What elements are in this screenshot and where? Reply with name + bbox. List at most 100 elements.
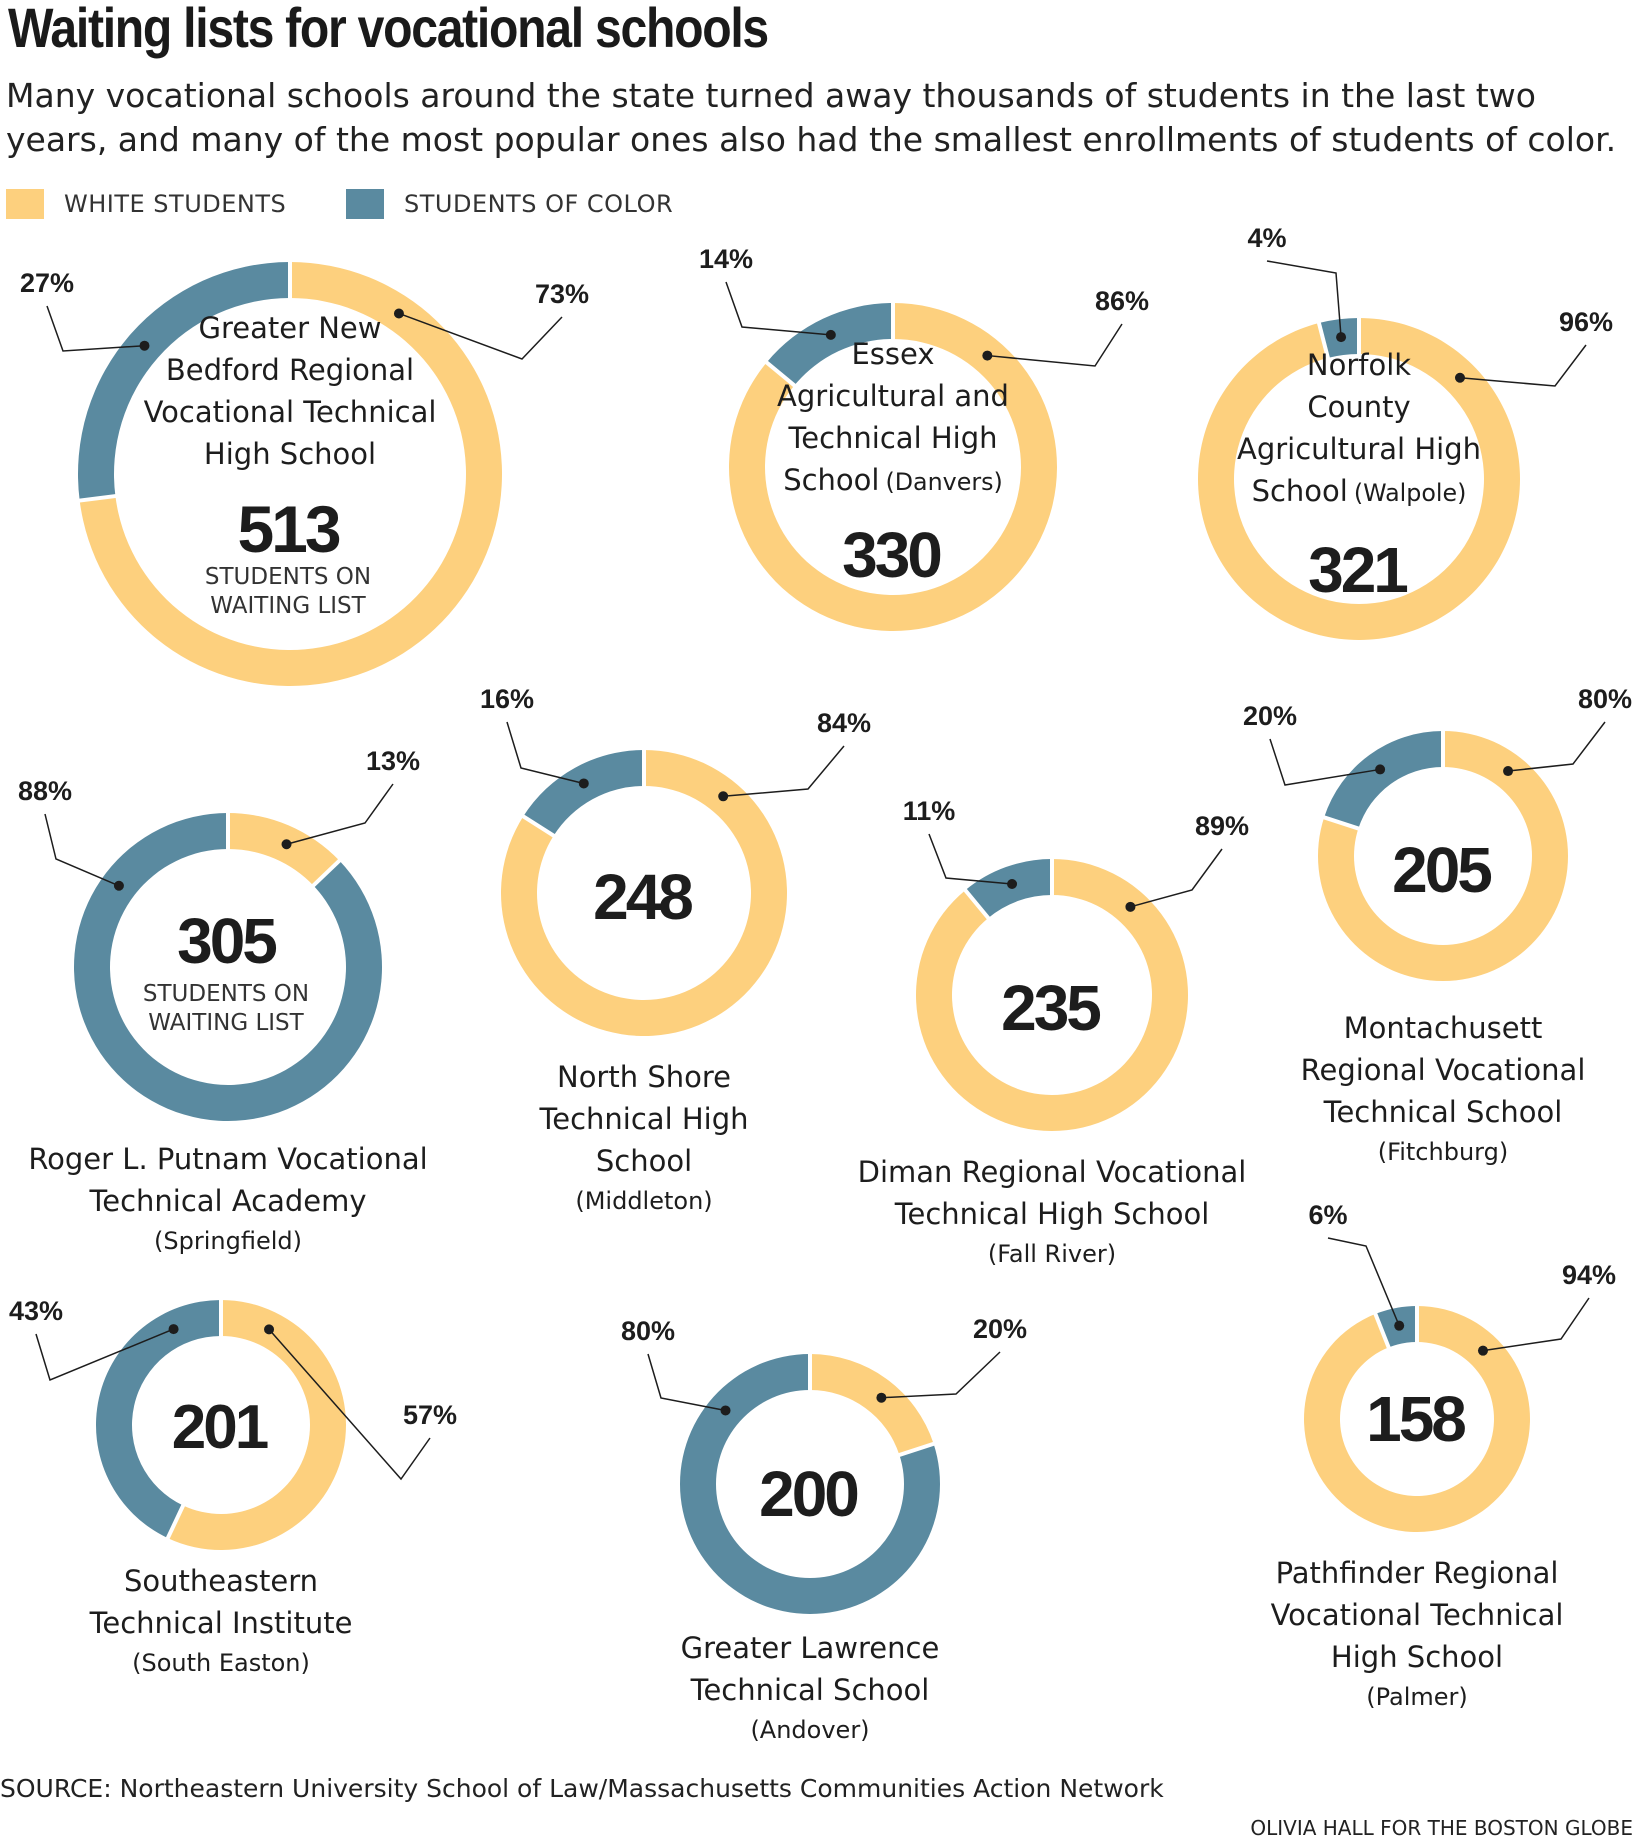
donut-chart: 73% 27% Greater New Bedford Regional Vocatio… — [20, 261, 589, 687]
donut-chart: 96% 4% Norfolk County Agricultural High Schoo… — [1197, 223, 1613, 640]
color-pct-leader-dot — [1336, 332, 1347, 343]
white-pct-leader-dot — [1503, 766, 1514, 777]
school-town: (Palmer) — [1366, 1683, 1468, 1711]
school-town: (Walpole) — [1354, 479, 1467, 507]
white-pct-leader-line — [723, 745, 845, 798]
school-name-line: County — [1307, 390, 1410, 424]
white-pct-leader-dot — [281, 839, 292, 850]
color-pct-leader-dot — [139, 340, 150, 351]
legend-white-swatch — [6, 189, 44, 219]
white-pct-leader-dot — [264, 1324, 275, 1335]
school-name-line: High School — [1331, 1640, 1503, 1674]
color-pct-label: 4% — [1247, 223, 1286, 253]
white-pct-leader-line — [268, 1328, 431, 1481]
school-name-line: School (Walpole) — [1252, 474, 1467, 508]
school-town: (Danvers) — [885, 468, 1002, 496]
slice-students-of-color — [965, 859, 1052, 918]
donut-chart: 89% 11% Diman Regional Vocational Technical… — [858, 796, 1249, 1268]
color-pct-label: 88% — [18, 776, 72, 806]
waiting-list-caption: STUDENTS ON — [205, 564, 371, 590]
school-name-line: Technical High — [787, 421, 997, 455]
slice-separator — [78, 493, 117, 503]
color-pct-leader-dot — [1375, 764, 1386, 775]
color-pct-label: 20% — [1243, 701, 1297, 731]
slice-white-students — [810, 1354, 934, 1455]
white-pct-label: 13% — [366, 746, 420, 776]
school-name-line: School — [596, 1144, 692, 1178]
white-pct-leader-line — [1482, 1297, 1590, 1352]
school-name-line: Vocational Technical — [144, 395, 437, 429]
white-pct-label: 84% — [817, 708, 871, 738]
source-note: SOURCE: Northeastern University School o… — [0, 1774, 1164, 1803]
white-pct-label: 86% — [1095, 286, 1149, 316]
slice-students-of-color — [1324, 731, 1443, 829]
school-name-line: Pathfinder Regional — [1276, 1556, 1559, 1590]
waiting-list-number: 200 — [759, 1458, 857, 1530]
slice-students-of-color — [77, 262, 290, 501]
white-pct-label: 20% — [973, 1314, 1027, 1344]
white-pct-leader-dot — [982, 350, 993, 361]
slice-separator — [897, 1441, 936, 1458]
slice-separator — [165, 1503, 186, 1540]
waiting-list-number: 201 — [172, 1393, 268, 1462]
white-pct-label: 57% — [403, 1400, 457, 1430]
slice-students-of-color — [523, 750, 644, 836]
color-pct-leader-dot — [168, 1324, 179, 1335]
slice-separator — [764, 360, 797, 388]
legend-white-label: WHITE STUDENTS — [64, 190, 287, 218]
white-pct-leader-dot — [1477, 1345, 1488, 1356]
color-pct-leader-line — [506, 721, 584, 785]
school-town: (Andover) — [750, 1716, 869, 1744]
slice-white-students — [228, 813, 340, 886]
waiting-list-number: 305 — [177, 905, 276, 977]
white-pct-leader-dot — [393, 308, 404, 319]
color-pct-leader-line — [928, 833, 1013, 885]
slice-separator — [963, 888, 991, 920]
color-pct-leader-line — [1269, 738, 1381, 786]
school-town: (South Easton) — [132, 1649, 310, 1677]
color-pct-leader-dot — [113, 880, 124, 891]
color-pct-label: 6% — [1308, 1200, 1347, 1230]
school-name-line: North Shore — [557, 1060, 731, 1094]
waiting-list-number: 205 — [1392, 834, 1491, 906]
school-name-line: Technical School — [1323, 1095, 1563, 1129]
school-name-line: Bedford Regional — [166, 353, 414, 387]
slice-separator — [1322, 815, 1360, 831]
school-name-line: Essex — [851, 337, 934, 371]
donut-chart: 80% 20% Montachusett Regional Vocational Tec… — [1243, 684, 1632, 1166]
school-name-line: Regional Vocational — [1301, 1053, 1586, 1087]
waiting-list-number: 513 — [237, 492, 339, 566]
color-pct-leader-line — [1266, 260, 1342, 338]
white-pct-leader-dot — [1454, 372, 1465, 383]
legend-white: WHITE STUDENTS — [6, 188, 286, 220]
color-pct-leader-line — [46, 305, 145, 352]
page-title: Waiting lists for vocational schools — [8, 0, 769, 59]
white-pct-label: 89% — [1195, 811, 1249, 841]
page-subtitle: Many vocational schools around the state… — [6, 76, 1617, 159]
school-name-line: Technical Academy — [88, 1184, 366, 1218]
school-name-line: Montachusett — [1344, 1011, 1543, 1045]
school-name-line: Southeastern — [124, 1564, 318, 1598]
school-name-line: Agricultural and — [777, 379, 1009, 413]
waiting-list-caption: STUDENTS ON — [143, 981, 309, 1007]
school-town: (Springfield) — [154, 1227, 302, 1255]
donut-chart: 86% 14% Essex Agricultural and Technical Hig… — [699, 244, 1149, 631]
waiting-list-number: 158 — [1366, 1383, 1465, 1455]
white-pct-label: 80% — [1578, 684, 1632, 714]
white-pct-leader-dot — [1125, 901, 1136, 912]
color-pct-leader-line — [44, 813, 120, 887]
school-town: (Middleton) — [575, 1187, 712, 1215]
slice-students-of-color — [766, 303, 893, 386]
white-pct-leader-dot — [876, 1392, 887, 1403]
school-name-line: High School — [204, 437, 376, 471]
legend-color-label: STUDENTS OF COLOR — [404, 190, 674, 218]
white-pct-leader-line — [881, 1351, 1001, 1399]
color-pct-label: 11% — [903, 796, 956, 826]
white-pct-leader-line — [1507, 721, 1606, 772]
white-pct-leader-line — [987, 323, 1123, 367]
waiting-list-number: 235 — [1001, 972, 1100, 1044]
color-pct-label: 16% — [480, 684, 534, 714]
slice-separator — [311, 858, 342, 888]
waiting-list-number: 330 — [842, 519, 940, 591]
color-pct-leader-dot — [720, 1405, 731, 1416]
